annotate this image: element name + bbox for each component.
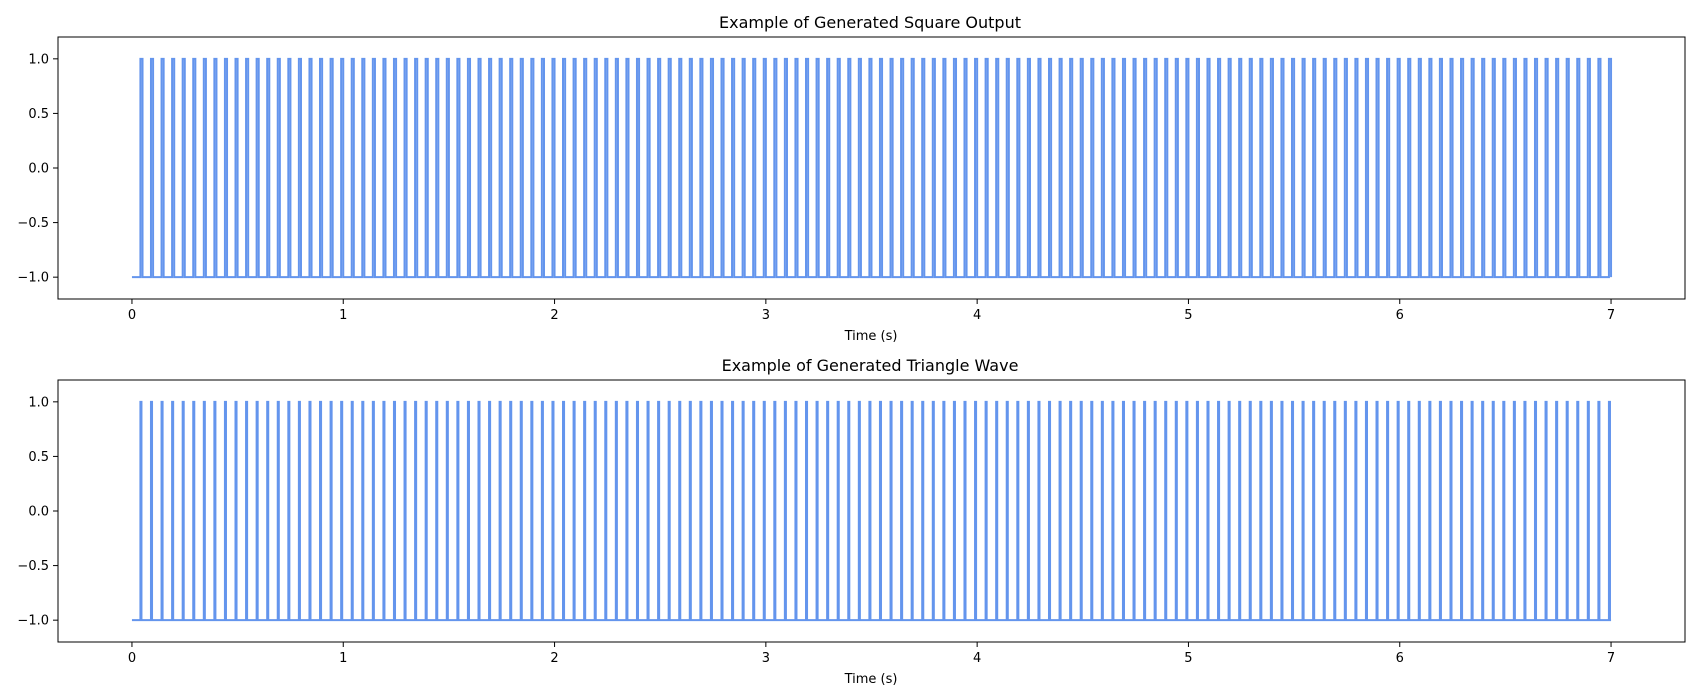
y-tick-label: 1.0: [28, 395, 49, 410]
plot-area: [57, 36, 1686, 300]
x-tick-label: 2: [550, 308, 558, 323]
y-ticks: 1.0 0.5 0.0 −0.5 −1.0: [17, 395, 58, 629]
x-tick-label: 0: [128, 651, 136, 666]
subplot-square-output: Example of Generated Square Output 0 1 2 3 4…: [17, 13, 1686, 344]
x-tick-label: 5: [1184, 651, 1192, 666]
x-axis-label: Time (s): [844, 672, 898, 687]
y-tick-label: −1.0: [17, 271, 49, 286]
x-tick-label: 5: [1184, 308, 1192, 323]
x-tick-label: 4: [973, 651, 981, 666]
y-tick-label: 1.0: [28, 52, 49, 67]
x-tick-label: 0: [128, 308, 136, 323]
y-ticks: 1.0 0.5 0.0 −0.5 −1.0: [17, 52, 58, 286]
x-tick-label: 4: [973, 308, 981, 323]
subplot-triangle-wave: Example of Generated Triangle Wave 0 1 2 3 4…: [17, 356, 1686, 687]
x-tick-label: 3: [762, 308, 770, 323]
x-tick-label: 7: [1607, 308, 1615, 323]
x-ticks: 0 1 2 3 4 5 6 7: [128, 642, 1615, 666]
plot-area: [57, 379, 1686, 643]
x-tick-label: 7: [1607, 651, 1615, 666]
y-tick-label: 0.5: [28, 107, 49, 122]
triangle-wave-line: [131, 400, 1612, 622]
y-tick-label: −0.5: [17, 559, 49, 574]
x-tick-label: 1: [339, 651, 347, 666]
y-tick-label: 0.5: [28, 450, 49, 465]
x-tick-label: 6: [1396, 651, 1404, 666]
y-tick-label: 0.0: [28, 505, 49, 520]
square-wave-line: [131, 57, 1613, 279]
x-tick-label: 3: [762, 651, 770, 666]
x-tick-label: 2: [550, 651, 558, 666]
chart-title: Example of Generated Square Output: [719, 13, 1021, 32]
y-tick-label: −0.5: [17, 216, 49, 231]
y-tick-label: −1.0: [17, 614, 49, 629]
y-tick-label: 0.0: [28, 162, 49, 177]
chart-title: Example of Generated Triangle Wave: [722, 356, 1019, 375]
x-tick-label: 6: [1396, 308, 1404, 323]
x-tick-label: 1: [339, 308, 347, 323]
x-ticks: 0 1 2 3 4 5 6 7: [128, 299, 1615, 323]
x-axis-label: Time (s): [844, 329, 898, 344]
